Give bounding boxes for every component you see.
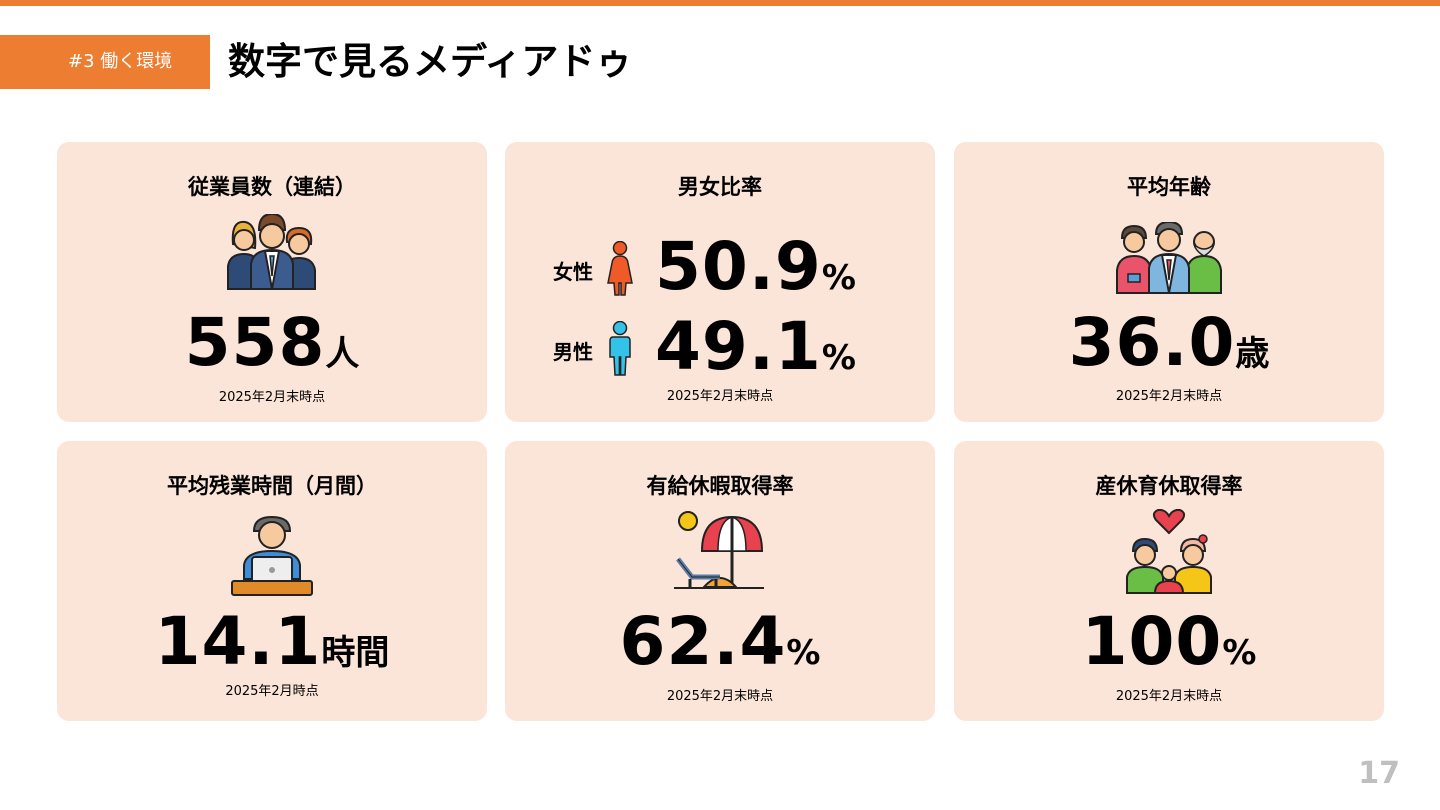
family-heart-icon (1125, 508, 1213, 599)
overtime-card: 平均残業時間（月間） 14.1時間 2025年2月時点 (57, 441, 487, 721)
average-age-card: 平均年齢 36.0歳 2025年2月末時点 (954, 142, 1384, 422)
gender-ratio-title: 男女比率 (678, 175, 762, 199)
average-age-note: 2025年2月末時点 (1115, 389, 1223, 404)
people-group-icon (227, 212, 317, 294)
gender-ratio-card: 男女比率 女性 50.9% 男性 49.1% 2025年2月末時点 (505, 142, 935, 422)
female-label: 女性 (553, 260, 593, 284)
female-unit: % (821, 258, 856, 298)
parental-leave-unit: % (1222, 633, 1257, 673)
paid-leave-unit: % (786, 633, 821, 673)
female-row: 女性 50.9% (505, 234, 935, 304)
average-age-value: 36.0歳 (954, 310, 1384, 376)
top-accent-bar (0, 0, 1440, 6)
female-number: 50.9 (655, 228, 822, 305)
parental-leave-card: 産休育休取得率 100% 2025年2月末時点 (954, 441, 1384, 721)
overtime-title: 平均残業時間（月間） (167, 474, 377, 498)
beach-umbrella-icon (674, 511, 766, 597)
paid-leave-note: 2025年2月末時点 (666, 689, 774, 704)
section-tag: #3 働く環境 (0, 35, 210, 89)
male-row: 男性 49.1% (505, 314, 935, 384)
laptop-worker-icon (230, 513, 314, 601)
overtime-unit: 時間 (321, 633, 390, 673)
page-number: 17 (1358, 756, 1400, 791)
paid-leave-card: 有給休暇取得率 62.4% 2025年2月末時点 (505, 441, 935, 721)
gender-ratio-note: 2025年2月末時点 (666, 389, 774, 404)
overtime-value: 14.1時間 (57, 609, 487, 675)
parental-leave-value: 100% (954, 609, 1384, 675)
male-icon (607, 320, 633, 381)
employees-title: 従業員数（連結） (188, 175, 356, 199)
male-label: 男性 (553, 340, 593, 364)
parental-leave-title: 産休育休取得率 (1095, 474, 1243, 498)
page-title: 数字で見るメディアドゥ (228, 40, 633, 83)
employees-note: 2025年2月末時点 (218, 390, 326, 405)
female-value: 50.9% (655, 234, 856, 300)
male-number: 49.1 (655, 308, 822, 385)
employees-number: 558 (184, 304, 326, 381)
male-unit: % (821, 338, 856, 378)
female-icon (607, 240, 633, 301)
male-value: 49.1% (655, 314, 856, 380)
parental-leave-number: 100 (1081, 603, 1223, 680)
average-age-number: 36.0 (1068, 304, 1236, 381)
overtime-number: 14.1 (154, 603, 322, 680)
parental-leave-note: 2025年2月末時点 (1115, 689, 1223, 704)
average-age-title: 平均年齢 (1127, 175, 1211, 199)
employees-card: 従業員数（連結） 558人 2025年2月末時点 (57, 142, 487, 422)
paid-leave-value: 62.4% (505, 609, 935, 675)
employees-unit: 人 (325, 334, 360, 374)
paid-leave-title: 有給休暇取得率 (646, 474, 794, 498)
overtime-note: 2025年2月時点 (225, 684, 319, 699)
average-age-unit: 歳 (1235, 334, 1270, 374)
generations-icon (1116, 220, 1222, 298)
paid-leave-number: 62.4 (619, 603, 787, 680)
employees-value: 558人 (57, 310, 487, 376)
